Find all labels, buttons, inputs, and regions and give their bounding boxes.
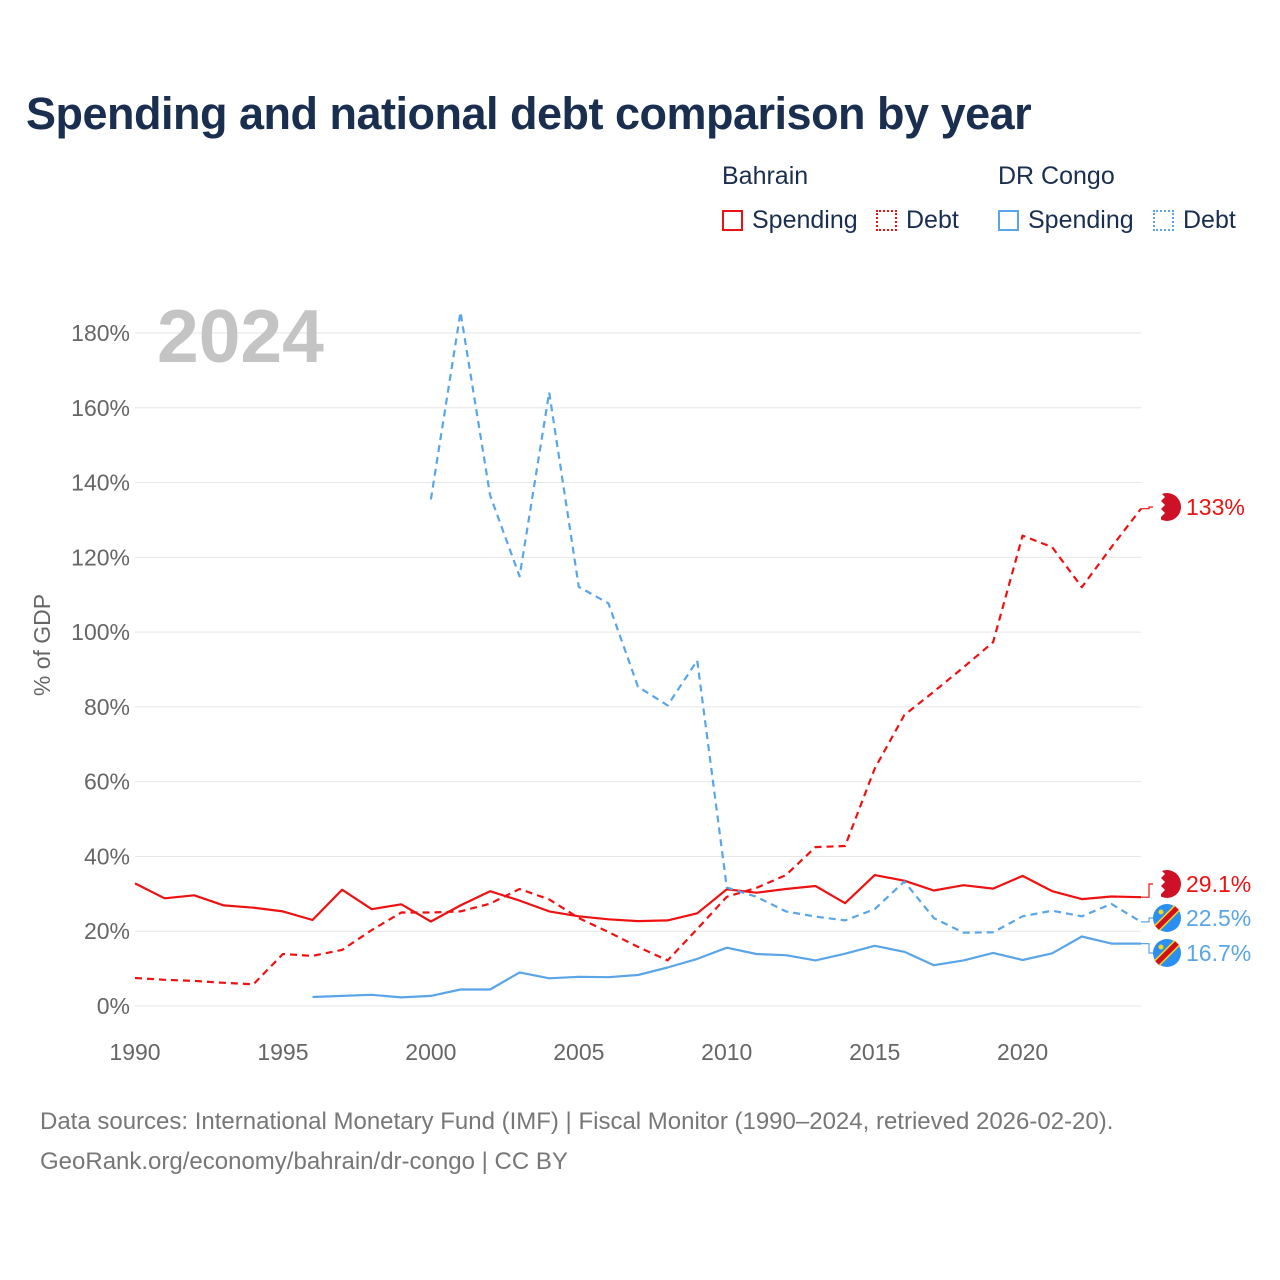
x-tick-label: 1995 (257, 1039, 308, 1065)
series-line-bahrain-debt (134, 508, 1142, 986)
y-tick-label: 120% (71, 544, 130, 570)
year-watermark: 2024 (157, 294, 324, 378)
y-tick-label: 0% (97, 993, 130, 1019)
legend-label: Debt (906, 205, 959, 234)
y-tick-label: 20% (84, 918, 130, 944)
gridlines (135, 332, 1141, 1007)
legend-item-bahrain-debt[interactable]: Debt (876, 204, 959, 236)
bahrain-flag-serration (1153, 493, 1165, 521)
legend-item-drcongo-debt[interactable]: Debt (1153, 204, 1236, 236)
x-tick-label: 2005 (553, 1039, 604, 1065)
chart-title: Spending and national debt comparison by… (26, 88, 1032, 139)
footer-source: Data sources: International Monetary Fun… (40, 1108, 1114, 1135)
end-label-connector (1141, 917, 1155, 923)
y-tick-label: 60% (84, 769, 130, 795)
legend-swatch-solid-red (722, 209, 743, 231)
end-labels: 29.1% 133% 16.7% 22.5% (1141, 493, 1251, 967)
end-label-bahrain-spending: 29.1% (1186, 871, 1251, 897)
end-label-dr-congo-debt: 22.5% (1186, 905, 1251, 931)
x-tick-label: 1990 (109, 1039, 160, 1065)
bahrain-flag-serration (1153, 870, 1165, 898)
y-tick-label: 160% (71, 395, 130, 421)
series-line-dr-congo-spending (312, 935, 1141, 999)
legend-label: Spending (752, 205, 858, 234)
y-axis-label: % of GDP (29, 594, 55, 696)
end-label-connector (1141, 883, 1155, 898)
dr-congo-flag-star (1158, 909, 1164, 915)
footer-credit: GeoRank.org/economy/bahrain/dr-congo | C… (40, 1148, 568, 1175)
dr-congo-flag-stripe (1155, 906, 1179, 930)
series-lines (134, 311, 1142, 999)
legend-group-dr-congo: DR Congo (998, 162, 1115, 190)
x-tick-label: 2010 (701, 1039, 752, 1065)
y-tick-label: 40% (84, 843, 130, 869)
x-axis-ticks: 1990 1995 2000 2005 2010 2015 2020 (109, 1039, 1048, 1065)
series-line-dr-congo-debt (429, 311, 1142, 934)
legend-item-drcongo-spending[interactable]: Spending (998, 204, 1134, 236)
series-line-bahrain-spending (134, 873, 1142, 923)
end-label-bahrain-debt: 133% (1186, 494, 1245, 520)
x-tick-label: 2015 (849, 1039, 900, 1065)
legend-group-bahrain: Bahrain (722, 162, 809, 190)
x-tick-label: 2020 (997, 1039, 1048, 1065)
dr-congo-flag-star (1158, 944, 1164, 950)
end-label-dr-congo-spending: 16.7% (1186, 940, 1251, 966)
legend-swatch-dotted-red (876, 209, 897, 231)
y-axis-ticks: 0% 20% 40% 60% 80% 100% 120% 140% 160% 180% (71, 320, 130, 1019)
end-label-connector (1141, 506, 1155, 510)
legend-item-bahrain-spending[interactable]: Spending (722, 204, 858, 236)
y-tick-label: 140% (71, 470, 130, 496)
y-tick-label: 100% (71, 619, 130, 645)
x-tick-label: 2000 (405, 1039, 456, 1065)
legend-swatch-solid-blue (998, 209, 1019, 231)
legend-label: Debt (1183, 205, 1236, 234)
y-tick-label: 80% (84, 694, 130, 720)
dr-congo-flag-stripe (1155, 941, 1179, 965)
legend-label: Spending (1028, 205, 1134, 234)
legend-swatch-dotted-blue (1153, 209, 1174, 231)
end-label-connector (1141, 942, 1155, 954)
y-tick-label: 180% (71, 320, 130, 346)
